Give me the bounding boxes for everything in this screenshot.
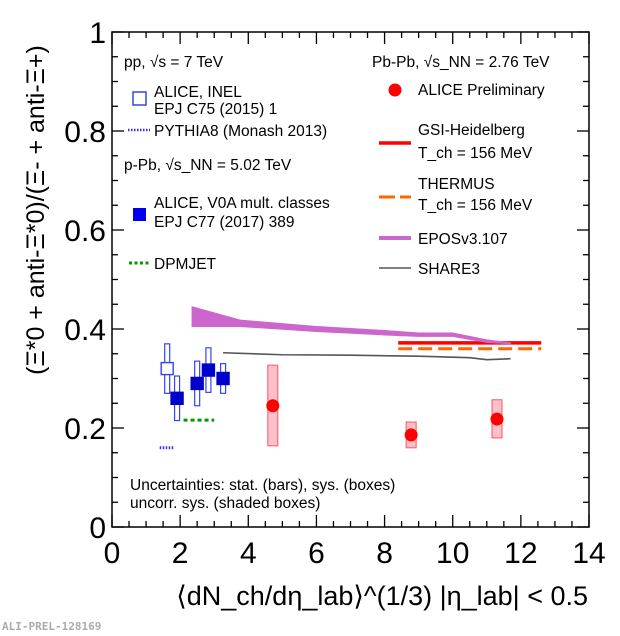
data-point	[404, 428, 418, 442]
legend-pp-alice-ref: EPJ C75 (2015) 1	[154, 101, 277, 118]
y-tick-label: 0.2	[64, 413, 106, 446]
x-tick-label: 0	[104, 537, 121, 570]
y-tick-label: 0.8	[64, 116, 106, 149]
data-point	[190, 376, 204, 391]
legend-ppb-alice-ref: EPJ C77 (2017) 389	[154, 214, 294, 231]
y-tick-label: 0.4	[64, 314, 106, 347]
x-tick-label: 8	[376, 537, 393, 570]
y-tick-label: 1	[89, 17, 106, 50]
legend-ppb-header: p-Pb, √s_NN = 5.02 TeV	[124, 157, 292, 174]
legend-alice-prelim: ALICE Preliminary	[418, 82, 545, 99]
data-point	[170, 391, 184, 405]
series-layer	[159, 306, 542, 450]
x-tick-label: 4	[240, 537, 257, 570]
legend-thermus: THERMUS	[418, 176, 495, 193]
data-point	[160, 361, 174, 376]
x-tick-label: 10	[436, 537, 469, 570]
legend-right: Pb-Pb, √s_NN = 2.76 TeV ALICE Preliminar…	[372, 54, 550, 278]
legend-gsi-tch: T_ch = 156 MeV	[418, 145, 533, 162]
legend-thermus-tch: T_ch = 156 MeV	[418, 197, 533, 214]
y-axis-label: (Ξ*0 + anti-Ξ*0)/(Ξ- + anti-Ξ+)	[22, 45, 50, 375]
legend-ppb-alice: ALICE, V0A mult. classes	[154, 195, 330, 212]
axis-ticks: 0 2 4 6 8 10 12 14 0 0.2 0.4 0.6 0.8 1	[64, 17, 605, 570]
epos-band	[191, 306, 512, 345]
x-tick-label: 2	[172, 537, 189, 570]
legend-dpmjet: DPMJET	[154, 256, 217, 273]
legend-gsi: GSI-Heidelberg	[418, 122, 525, 139]
legend-epos: EPOSv3.107	[418, 231, 508, 248]
legend-marker-filled-square	[133, 208, 146, 221]
x-tick-label: 14	[572, 537, 605, 570]
y-tick-label: 0.6	[64, 215, 106, 248]
x-tick-label: 6	[308, 537, 325, 570]
annotation-uncorr-sys: uncorr. sys. (shaded boxes)	[130, 495, 320, 512]
data-point	[266, 399, 280, 413]
data-point	[216, 371, 230, 386]
legend-pythia: PYTHIA8 (Monash 2013)	[154, 123, 327, 140]
legend-pp-header: pp, √s = 7 TeV	[124, 54, 224, 71]
x-tick-label: 12	[504, 537, 537, 570]
data-point	[490, 412, 504, 426]
legend-share3: SHARE3	[418, 261, 480, 278]
watermark-label: ALI-PREL-128169	[2, 620, 102, 633]
legend-pp-alice: ALICE, INEL	[154, 84, 242, 101]
legend-marker-open-square	[132, 91, 147, 106]
legend-marker-circle	[388, 83, 402, 97]
y-tick-label: 0	[89, 512, 106, 545]
data-point	[201, 363, 216, 377]
share3-line	[223, 351, 511, 361]
x-axis-label: ⟨dN_ch/dη_lab⟩^(1/3) |η_lab| < 0.5	[176, 581, 588, 611]
legend-left: pp, √s = 7 TeV ALICE, INEL EPJ C75 (2015…	[124, 54, 330, 273]
legend-pbpb-header: Pb-Pb, √s_NN = 2.76 TeV	[372, 54, 550, 71]
annotation-uncertainties: Uncertainties: stat. (bars), sys. (boxes…	[130, 477, 395, 494]
